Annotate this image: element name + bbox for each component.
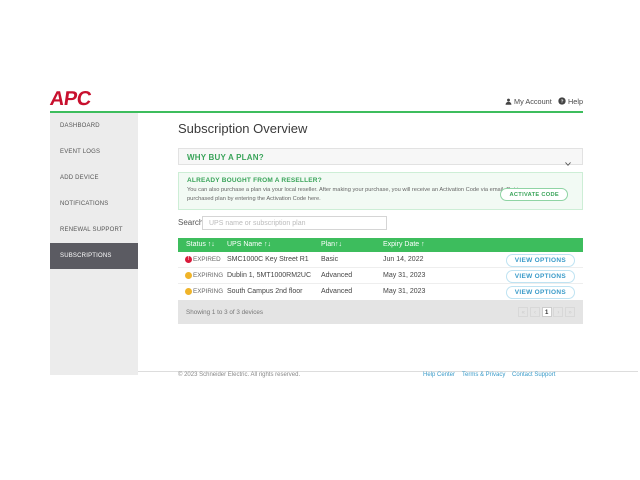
svg-text:?: ? — [561, 99, 564, 104]
